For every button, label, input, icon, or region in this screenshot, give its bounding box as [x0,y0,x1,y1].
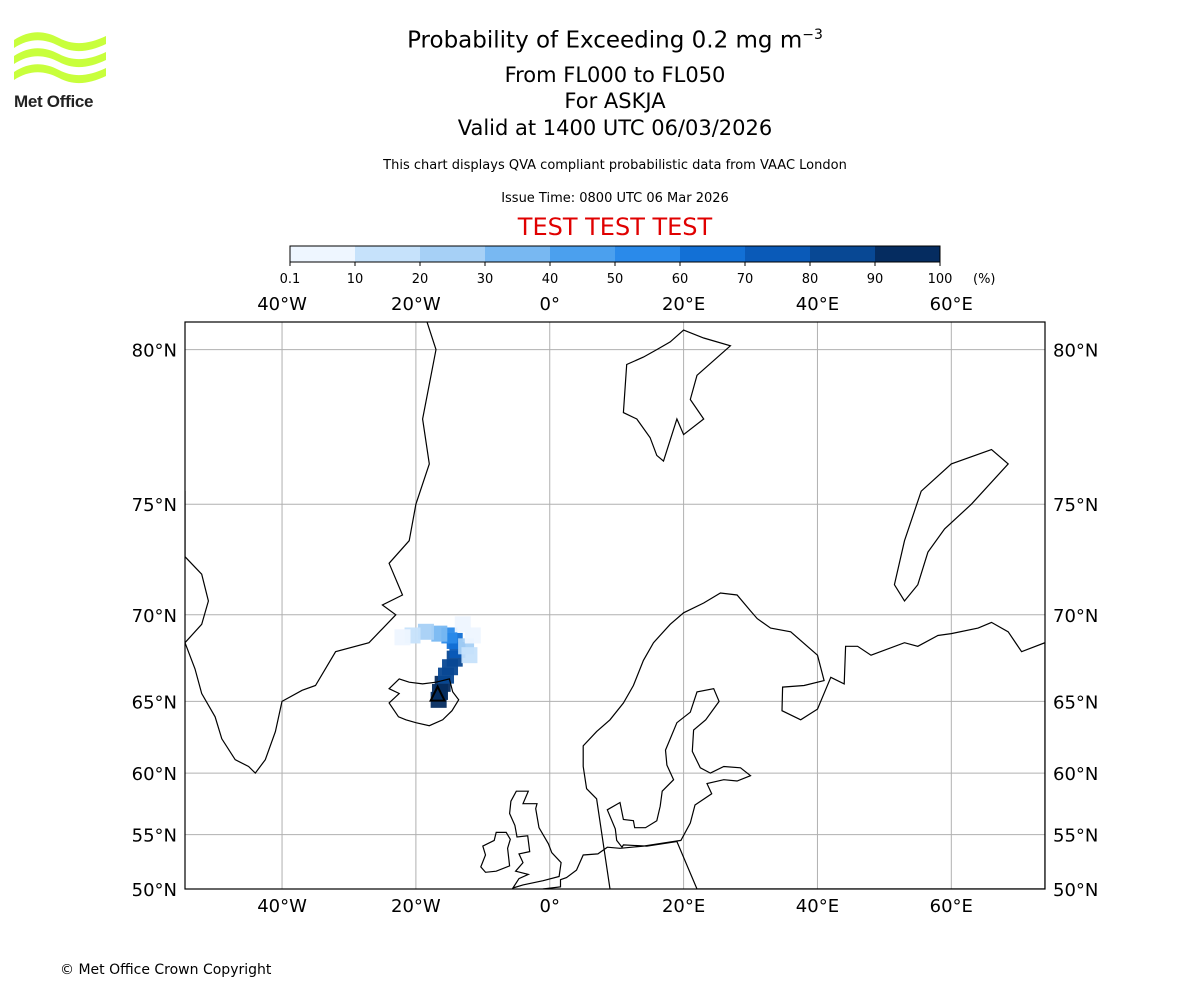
met-office-logo: Met Office [14,30,109,112]
iceland-coastline [388,678,460,727]
bottom-longitude-label: 0° [540,896,560,917]
left-latitude-label: 50°N [132,880,177,901]
right-latitude-label: 65°N [1053,692,1098,713]
bottom-longitude-label: 20°W [391,896,441,917]
left-latitude-label: 70°N [132,606,177,627]
test-banner: TEST TEST TEST [517,213,713,241]
chart-title: Probability of Exceeding 0.2 mg m−3 [407,27,823,54]
volcano-name: For ASKJA [564,89,666,113]
ash-probability-cell [461,647,478,664]
ireland-coastline [480,831,511,873]
issue-time: Issue Time: 0800 UTC 06 Mar 2026 [501,191,729,206]
uk-coastline [508,790,562,889]
logo-text: Met Office [14,92,94,111]
logo-waves-icon [14,32,106,84]
left-latitude-label: 55°N [132,826,177,847]
top-longitude-label: 60°E [930,294,973,315]
left-latitude-label: 60°N [132,764,177,785]
svalbard-coastline [622,329,732,463]
map-frame [184,321,1046,890]
bottom-longitude-label: 40°E [796,896,839,917]
novaya-zemlya-coastline [893,448,1010,603]
ash-probability-cell [454,616,471,633]
volcano-marker-icon [429,684,447,702]
scandinavia-coastline [542,592,1045,889]
top-longitude-label: 40°E [796,294,839,315]
bottom-longitude-label: 60°E [930,896,973,917]
left-latitude-label: 65°N [132,692,177,713]
bottom-longitude-label: 40°W [257,896,307,917]
ash-probability-cell [394,629,411,646]
top-longitude-label: 20°E [662,294,705,315]
top-longitude-label: 20°W [391,294,441,315]
flight-level-range: From FL000 to FL050 [504,63,726,87]
map-content [185,322,1045,889]
chart-description: This chart displays QVA compliant probab… [383,158,847,173]
top-longitude-label: 0° [540,294,560,315]
right-latitude-label: 80°N [1053,341,1098,362]
valid-time: Valid at 1400 UTC 06/03/2026 [457,116,773,140]
right-latitude-label: 70°N [1053,606,1098,627]
ash-probability-cell [417,623,434,640]
left-latitude-label: 80°N [132,341,177,362]
greenland-coastline [185,322,437,775]
right-latitude-label: 75°N [1053,495,1098,516]
bottom-longitude-label: 20°E [662,896,705,917]
right-latitude-label: 50°N [1053,880,1098,901]
right-latitude-label: 55°N [1053,826,1098,847]
top-longitude-label: 40°W [257,294,307,315]
ash-probability-cell [431,625,448,642]
copyright-notice: © Met Office Crown Copyright [60,962,272,978]
right-latitude-label: 60°N [1053,764,1098,785]
left-latitude-label: 75°N [132,495,177,516]
